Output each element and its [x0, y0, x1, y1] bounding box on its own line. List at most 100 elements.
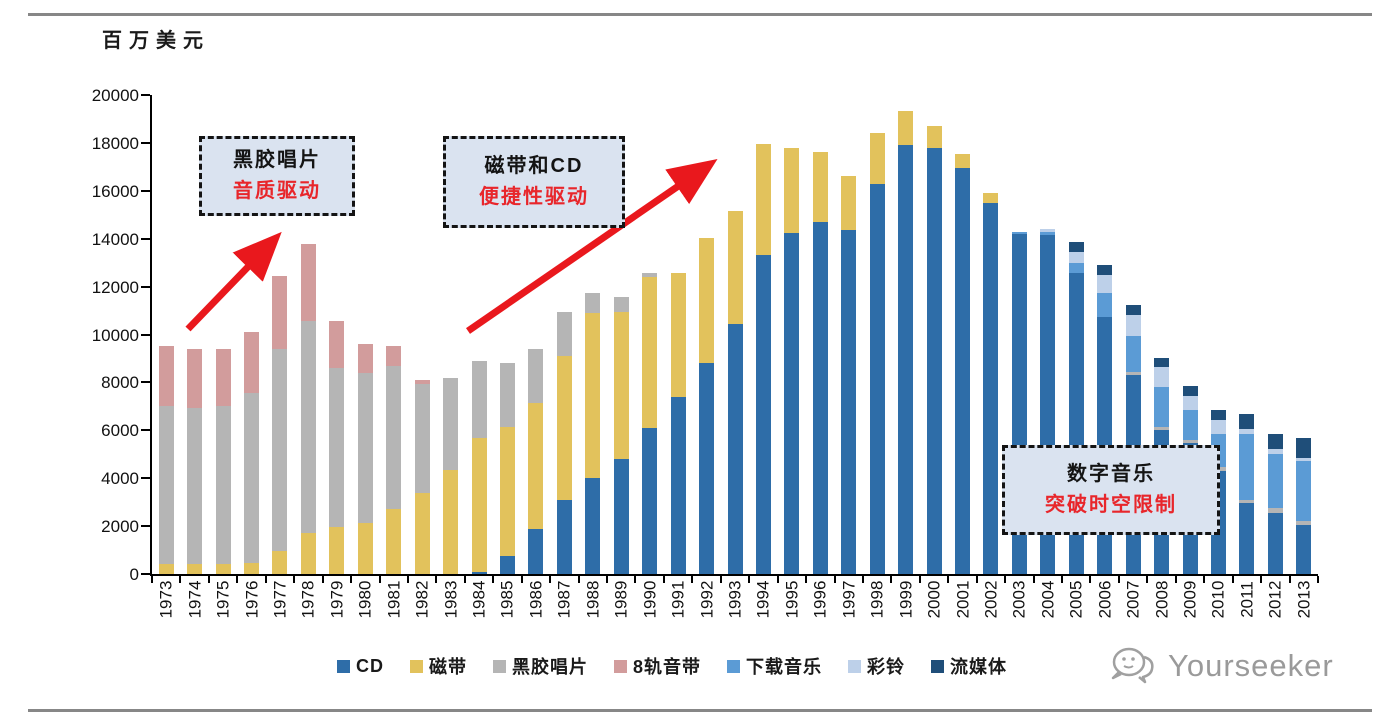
bar-segment-2004-彩铃 — [1040, 229, 1056, 232]
bar-segment-1982-磁带 — [414, 492, 430, 574]
bar-segment-1995-CD — [784, 232, 800, 574]
legend-label-vinyl: 黑胶唱片 — [512, 657, 588, 677]
legend-swatch-cassette — [410, 659, 423, 673]
bar-segment-1979-黑胶唱片 — [329, 368, 345, 528]
bar-segment-2005-彩铃 — [1068, 251, 1084, 263]
x-axis-year-label: 1988 — [583, 580, 603, 619]
x-axis-tick — [520, 576, 523, 583]
legend-label-cassette: 磁带 — [429, 657, 467, 677]
x-axis-year-label: 1993 — [725, 580, 745, 619]
bar-segment-1990-CD — [642, 427, 658, 574]
x-axis-year-label: 1974 — [185, 580, 205, 619]
bar-segment-2011-下载音乐 — [1239, 433, 1255, 500]
bar-segment-2008-彩铃 — [1154, 366, 1170, 388]
x-axis-tick — [975, 576, 978, 583]
bar-segment-1995-磁带 — [784, 147, 800, 233]
bar-segment-2002-磁带 — [983, 193, 999, 203]
bar-segment-2005-流媒体 — [1068, 242, 1084, 252]
y-axis-tick — [141, 333, 150, 336]
y-axis-tick — [141, 573, 150, 575]
bar-segment-1973-磁带 — [158, 564, 174, 574]
bar-segment-1977-黑胶唱片 — [272, 348, 288, 552]
bar-segment-2012-CD — [1267, 512, 1283, 574]
x-axis-tick — [236, 576, 239, 583]
bar-segment-1985-磁带 — [499, 426, 515, 557]
bar-segment-1996-磁带 — [812, 152, 828, 222]
bar-segment-2003-下载音乐 — [1011, 231, 1027, 234]
bar-segment-1998-CD — [869, 183, 885, 574]
bar-segment-1993-CD — [727, 323, 743, 574]
bar-segment-2010-彩铃 — [1210, 419, 1226, 434]
x-axis-tick — [861, 576, 864, 583]
x-axis-year-label: 1998 — [867, 580, 887, 619]
bar-segment-1984-黑胶唱片 — [471, 360, 487, 438]
legend-item-vinyl: 黑胶唱片 — [493, 653, 588, 679]
bar-segment-2000-CD — [926, 147, 942, 574]
bar-segment-2007-黑胶唱片 — [1125, 371, 1141, 376]
x-axis-tick — [179, 576, 182, 583]
bar-segment-1975-8轨音带 — [215, 348, 231, 407]
x-axis-tick — [463, 576, 466, 583]
bar-segment-1987-CD — [556, 499, 572, 574]
y-axis-tick — [141, 237, 150, 240]
bar-segment-2001-磁带 — [955, 153, 970, 169]
y-axis-tick — [141, 381, 150, 384]
bar-segment-1998-磁带 — [869, 133, 885, 184]
y-axis-tick-label: 20000 — [91, 86, 139, 105]
x-axis-year-label: 1980 — [355, 580, 375, 619]
x-axis-tick — [918, 576, 921, 583]
bar-segment-1980-黑胶唱片 — [357, 372, 373, 523]
x-axis-year-label: 1996 — [810, 580, 830, 619]
x-axis-tick — [776, 576, 779, 583]
y-axis-tick-label: 14000 — [91, 229, 139, 249]
x-axis-year-label: 2013 — [1294, 580, 1314, 619]
bar-segment-2009-流媒体 — [1182, 386, 1198, 396]
annotation-cassette-cd: 磁带和CD 便捷性驱动 — [443, 136, 625, 228]
bar-segment-1999-CD — [898, 145, 914, 574]
x-axis-tick — [947, 576, 950, 583]
x-axis-year-label: 1979 — [327, 580, 347, 619]
bar-segment-1987-磁带 — [556, 356, 572, 500]
bar-segment-2012-下载音乐 — [1267, 454, 1283, 509]
watermark: Yourseeker — [1106, 644, 1334, 688]
x-axis-year-label: 2010 — [1208, 580, 1228, 619]
legend-swatch-vinyl — [493, 659, 506, 673]
bar-segment-2008-黑胶唱片 — [1154, 426, 1170, 431]
legend-swatch-ringtone — [848, 659, 862, 673]
x-axis-tick — [748, 576, 751, 583]
bar-segment-1989-黑胶唱片 — [613, 297, 629, 312]
x-axis-year-label: 1984 — [469, 580, 489, 619]
x-axis-tick — [805, 576, 808, 583]
bar-segment-1989-磁带 — [613, 311, 629, 460]
x-axis-year-label: 1983 — [441, 580, 461, 619]
bar-segment-1982-8轨音带 — [414, 380, 430, 384]
bar-segment-2012-流媒体 — [1267, 433, 1283, 450]
annotation-cassette-cd-subtitle: 便捷性驱动 — [479, 186, 589, 208]
x-axis-year-label: 1986 — [526, 580, 546, 619]
y-axis-tick — [141, 189, 150, 192]
bar-segment-1994-CD — [755, 255, 771, 574]
y-axis-tick — [141, 141, 150, 144]
bar-segment-1988-黑胶唱片 — [585, 292, 601, 313]
bar-segment-1988-磁带 — [585, 312, 601, 479]
x-axis-year-label: 1999 — [896, 580, 916, 619]
bar-segment-1991-CD — [670, 396, 686, 574]
bar-segment-2011-黑胶唱片 — [1239, 499, 1255, 504]
bar-segment-2011-CD — [1239, 503, 1255, 574]
y-axis-tick — [141, 285, 150, 288]
bar-segment-2013-黑胶唱片 — [1296, 521, 1312, 525]
bar-segment-1978-黑胶唱片 — [300, 321, 316, 534]
legend-swatch-8track — [614, 659, 627, 673]
bar-segment-2006-下载音乐 — [1097, 292, 1113, 317]
annotation-digital: 数字音乐 突破时空限制 — [1002, 445, 1220, 535]
x-axis-year-label: 2007 — [1123, 580, 1143, 619]
legend-label-cd: CD — [356, 655, 384, 676]
x-axis-tick — [606, 576, 609, 583]
x-axis-tick — [1004, 576, 1007, 583]
bar-segment-1997-CD — [841, 230, 857, 574]
bar-segment-1976-黑胶唱片 — [244, 393, 260, 564]
y-axis-tick-label: 12000 — [91, 277, 139, 297]
x-axis-tick — [207, 576, 210, 583]
x-axis-year-label: 1994 — [753, 580, 773, 619]
bar-segment-1997-磁带 — [841, 176, 857, 231]
